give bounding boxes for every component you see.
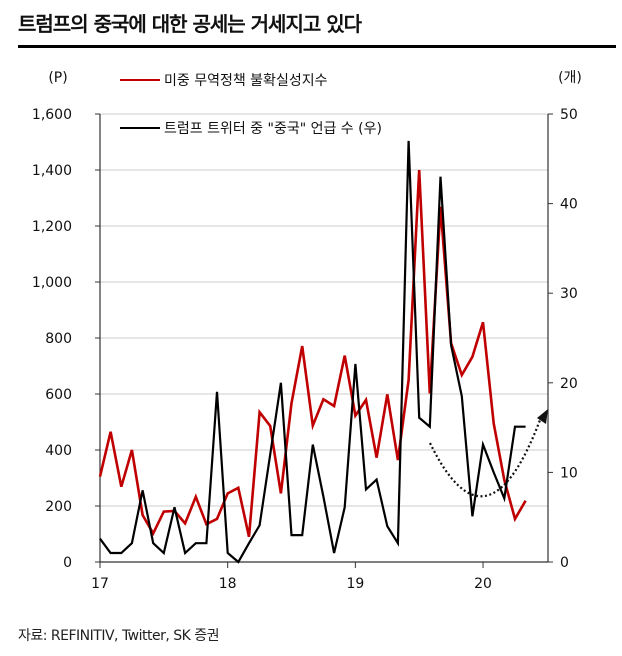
y-left-tick-label: 1,000 xyxy=(32,275,72,291)
title-divider xyxy=(18,45,616,48)
series-line-1 xyxy=(98,169,527,538)
y-right-tick-label: 20 xyxy=(560,376,578,392)
x-tick-label: 18 xyxy=(219,576,237,592)
y-left-tick-label: 0 xyxy=(63,555,72,571)
y-left-tick-label: 1,400 xyxy=(32,163,72,179)
y-right-tick-label: 50 xyxy=(560,107,578,123)
y-left-unit-label: (P) xyxy=(48,70,67,86)
y-right-tick-label: 10 xyxy=(560,465,578,481)
trend-arrow xyxy=(429,419,542,498)
x-tick-label: 19 xyxy=(346,576,364,592)
legend-label: 트럼프 트위터 중 "중국" 언급 수 (우) xyxy=(164,121,382,137)
x-tick-label: 17 xyxy=(91,576,109,592)
x-tick-label: 20 xyxy=(474,576,492,592)
y-left-tick-label: 200 xyxy=(45,499,72,515)
y-left-tick-label: 1,200 xyxy=(32,219,72,235)
page-title: 트럼프의 중국에 대한 공세는 거세지고 있다 xyxy=(18,12,362,36)
y-right-tick-label: 30 xyxy=(560,286,578,302)
y-right-tick-label: 0 xyxy=(560,555,569,571)
y-left-tick-label: 400 xyxy=(45,443,72,459)
series-line-2 xyxy=(99,140,526,564)
y-right-unit-label: (개) xyxy=(558,70,582,86)
y-right-tick-label: 40 xyxy=(560,197,578,213)
arrow-head-icon xyxy=(537,409,548,424)
chart: 0 200 400 600 800 1,000 1,200 1,400 1,600 0 10 20 30… xyxy=(32,70,582,592)
y-left-tick-label: 800 xyxy=(45,331,72,347)
legend-label: 미중 무역정책 불확실성지수 xyxy=(164,73,328,89)
y-left-tick-label: 1,600 xyxy=(32,107,72,123)
y-left-tick-label: 600 xyxy=(45,387,72,403)
source-note: 자료: REFINITIV, Twitter, SK 증권 xyxy=(18,628,220,644)
